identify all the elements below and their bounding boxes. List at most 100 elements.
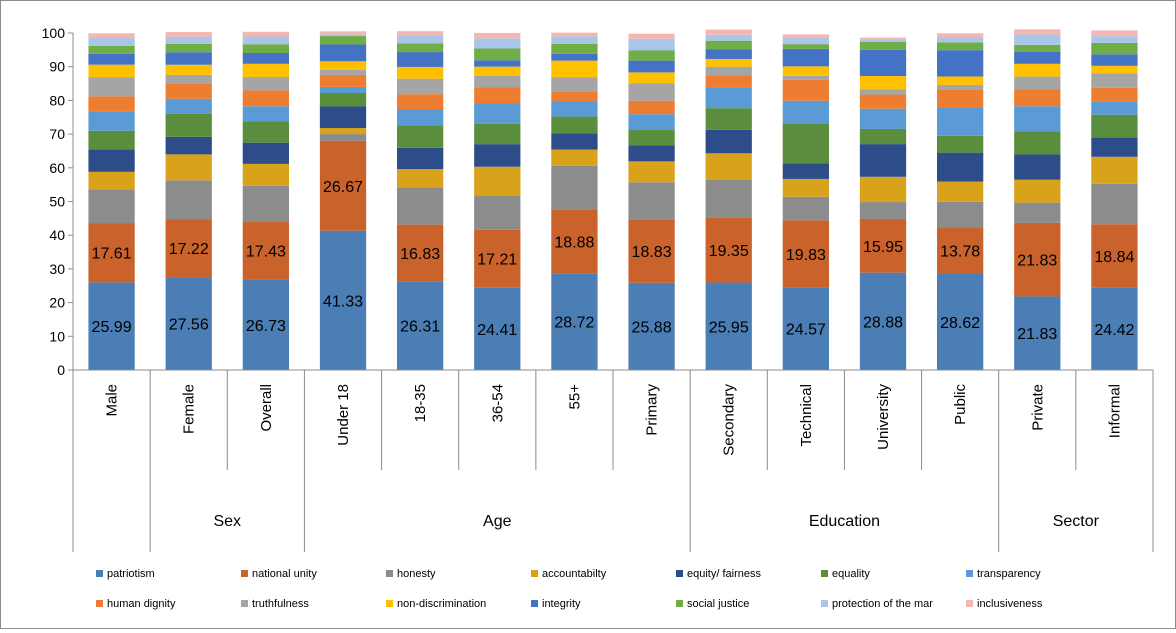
bar-segment <box>319 31 367 35</box>
category-label: Overall <box>258 384 275 432</box>
category-label: Public <box>952 384 969 425</box>
bar-segment <box>705 34 752 41</box>
legend-label: protection of the mar <box>832 598 933 610</box>
bar-segment <box>628 50 675 61</box>
bar-segment <box>1091 156 1138 184</box>
bar-segment <box>242 53 289 64</box>
legend-label: equality <box>832 568 870 580</box>
bar-segment <box>628 161 675 183</box>
bar-segment <box>1091 114 1138 138</box>
bar-segment <box>1091 73 1138 88</box>
bar-segment <box>705 58 752 67</box>
bar-segment <box>551 36 598 44</box>
bar-segment <box>474 87 521 104</box>
bar-segment <box>88 223 135 283</box>
bar-segment <box>88 189 135 224</box>
bar-segment <box>242 142 289 164</box>
legend-label: social justice <box>687 598 749 610</box>
bar-segment <box>705 29 752 35</box>
bar-segment <box>242 185 289 222</box>
bar-segment <box>1091 87 1138 102</box>
data-label: 41.33 <box>323 293 363 310</box>
bar-segment <box>397 187 444 225</box>
data-label: 17.43 <box>246 244 286 261</box>
bar-segment <box>474 144 521 167</box>
bar-segment <box>705 282 752 370</box>
bar-segment <box>551 101 598 117</box>
data-label: 21.83 <box>1017 326 1057 343</box>
legend-swatch <box>676 600 683 607</box>
bar-segment <box>474 38 521 49</box>
bar-segment <box>319 92 367 107</box>
bar-segment <box>397 78 444 95</box>
bar-segment <box>397 125 444 148</box>
bar-segment <box>782 163 829 179</box>
bar-segment <box>319 86 367 93</box>
data-label: 24.57 <box>786 322 826 339</box>
legend-label: accountabilty <box>542 568 607 580</box>
bar-segment <box>474 123 521 145</box>
data-label: 18.88 <box>554 234 594 251</box>
bar-segment <box>165 277 212 370</box>
bar-segment <box>705 129 752 154</box>
group-label: Sex <box>213 513 241 530</box>
bar-segment <box>397 281 444 370</box>
category-label: 55+ <box>566 384 583 410</box>
bar-segment <box>1091 42 1138 55</box>
bar-segment <box>551 43 598 54</box>
bar-segment <box>628 60 675 73</box>
y-tick-label: 20 <box>49 295 65 311</box>
bar-segment <box>474 166 521 197</box>
bar-segment <box>551 91 598 102</box>
data-label: 19.83 <box>786 247 826 264</box>
bar-segment <box>628 114 675 131</box>
bar-segment <box>705 153 752 180</box>
y-tick-label: 70 <box>49 126 65 142</box>
bar-segment <box>165 219 212 278</box>
bar-segment <box>242 63 289 77</box>
bar-segment <box>474 103 521 124</box>
bar-segment <box>782 44 829 49</box>
bar-segment <box>937 181 984 202</box>
bar-segment <box>1014 76 1061 90</box>
data-label: 16.83 <box>400 246 440 263</box>
legend-swatch <box>531 570 538 577</box>
legend-swatch <box>241 600 248 607</box>
bar-segment <box>165 113 212 137</box>
bar-segment <box>705 75 752 88</box>
bar-segment <box>397 43 444 53</box>
bar-segment <box>782 196 829 221</box>
bar-segment <box>319 69 367 75</box>
bar-segment <box>859 108 907 129</box>
bar-segment <box>705 179 752 218</box>
data-label: 28.72 <box>554 315 594 332</box>
category-label: Private <box>1029 384 1046 431</box>
bar-segment <box>165 74 212 84</box>
bar-segment <box>859 94 907 109</box>
y-tick-label: 30 <box>49 261 65 277</box>
bar-segment <box>165 136 212 155</box>
bar-segment <box>705 87 752 109</box>
bar-segment <box>88 33 135 39</box>
bar-segment <box>319 36 367 45</box>
bar-segment <box>628 33 675 39</box>
bar-segment <box>705 49 752 59</box>
category-label: 36-54 <box>489 384 506 422</box>
bar-segment <box>1091 224 1138 288</box>
bar-segment <box>628 219 675 283</box>
bar-segment <box>859 128 907 145</box>
bar-segment <box>859 218 907 273</box>
bar-segment <box>705 40 752 50</box>
bar-segment <box>782 287 829 370</box>
bar-segment <box>937 273 984 370</box>
bar-segment <box>397 94 444 110</box>
category-label: Male <box>104 384 121 417</box>
data-label: 28.88 <box>863 314 903 331</box>
data-label: 15.95 <box>863 239 903 256</box>
bar-segment <box>551 53 598 61</box>
bar-segment <box>1014 131 1061 155</box>
bar-segment <box>1014 89 1061 107</box>
data-label: 25.99 <box>92 319 132 336</box>
bar-segment <box>319 34 367 37</box>
axes: 0 10 20 30 40 50 60 70 80 90 100 <box>42 25 74 378</box>
